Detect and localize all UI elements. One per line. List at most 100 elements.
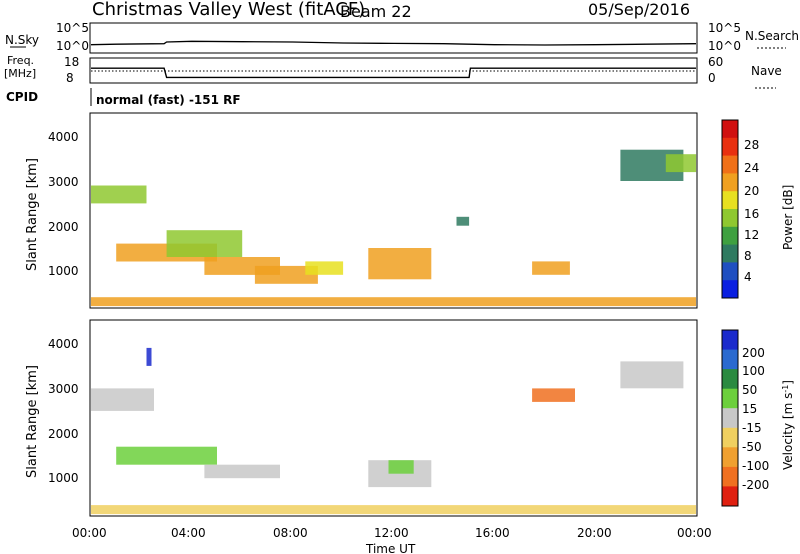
power-cbar-swatch-6 [722,226,738,246]
velocity-y-tick-2000: 2000 [48,427,79,441]
velocity-cell-2 [146,347,152,366]
velocity-cell-8 [91,505,696,515]
velocity-cbar-tick-15: 15 [742,402,757,416]
velocity-cbar-tick-neg50: -50 [742,440,762,454]
x-tick-1200: 12:00 [374,526,409,540]
power-cell-7 [456,216,470,226]
noise-panel-frame [89,22,698,54]
power-cell-4 [254,265,318,284]
power-cbar-tick-4: 4 [744,270,752,284]
velocity-cell-3 [204,464,280,479]
power-cbar-tick-20: 20 [744,184,759,198]
station-title: Christmas Valley West (fitACF) [92,0,365,20]
velocity-cbar-tick-neg15: -15 [742,421,762,435]
freq-label: Freq. [7,54,34,67]
velocity-cell-5 [388,460,414,474]
velocity-cbar-tick-200: 200 [742,346,765,360]
noise-right-tick-bottom: 10^0 [708,39,741,53]
velocity-cbar-tick-neg100: -100 [742,459,769,473]
velocity-cbar-title-sup: -1 [781,385,790,393]
noise-right-tick-top: 10^5 [708,21,741,35]
power-cell-10 [665,154,697,173]
velocity-cbar-swatch-8 [722,486,738,507]
date-label: 05/Sep/2016 [588,0,690,19]
power-cbar-swatch-7 [722,244,738,263]
velocity-cbar-swatch-4 [722,408,738,429]
noise-line [90,40,697,46]
velocity-y-tick-1000: 1000 [48,471,79,485]
velocity-cbar-title: Velocity [m s-1] [781,380,796,470]
velocity-cbar-swatch-0 [722,330,738,351]
power-cbar-swatch-2 [722,155,738,174]
power-cell-0 [91,185,147,204]
power-cell-8 [532,261,570,275]
velocity-colorbar-frame [721,329,739,507]
x-tick-2400: 00:00 [677,526,712,540]
nave-label: Nave [751,64,782,78]
power-y-tick-2000: 2000 [48,220,79,234]
power-cbar-tick-28: 28 [744,138,759,152]
power-y-tick-1000: 1000 [48,264,79,278]
velocity-cbar-swatch-3 [722,388,738,409]
power-cbar-title: Power [dB] [781,185,795,250]
noise-left-tick-bottom: 10^0 [56,39,89,53]
velocity-cbar-swatch-5 [722,427,738,448]
noise-left-label: N.Sky [5,33,39,47]
velocity-y-tick-4000: 4000 [48,337,79,351]
velocity-cbar-swatch-2 [722,369,738,390]
velocity-cbar-title-main: Velocity [m s [781,393,795,470]
power-cbar-tick-16: 16 [744,207,759,221]
velocity-cell-0 [91,388,154,411]
velocity-cell-7 [620,361,684,389]
x-axis-title: Time UT [365,542,416,554]
power-cbar-tick-8: 8 [744,249,752,263]
velocity-cbar-title-end: ] [781,380,795,385]
x-tick-1600: 16:00 [475,526,510,540]
power-cell-11 [91,297,696,307]
noise-left-tick-top: 10^5 [56,21,89,35]
power-y-tick-3000: 3000 [48,175,79,189]
velocity-cbar-tick-50: 50 [742,383,757,397]
power-heatmap [91,149,697,307]
velocity-y-tick-3000: 3000 [48,382,79,396]
power-cbar-swatch-0 [722,120,738,139]
velocity-cbar-swatch-6 [722,447,738,468]
frequency-line [91,67,696,79]
power-panel-frame [89,112,698,309]
nave-tick-bottom: 0 [708,71,716,85]
cpid-label: CPID [6,90,38,104]
power-y-title: Slant Range [km] [25,158,40,271]
power-cbar-tick-24: 24 [744,161,759,175]
velocity-cbar-tick-neg200: -200 [742,478,769,492]
power-cell-2 [166,230,243,257]
x-tick-0800: 08:00 [273,526,308,540]
velocity-colorbar [722,330,738,507]
velocity-cell-6 [532,388,575,402]
power-cbar-swatch-3 [722,173,738,192]
velocity-cbar-swatch-7 [722,466,738,487]
freq-panel-frame [89,57,698,84]
velocity-panel-frame [89,319,698,517]
power-cell-6 [368,248,432,280]
nave-tick-top: 60 [708,55,723,69]
freq-tick-bottom: 8 [66,71,74,85]
freq-tick-top: 18 [64,55,79,69]
velocity-cbar-swatch-1 [722,349,738,370]
velocity-y-title: Slant Range [km] [25,365,40,478]
power-cbar-swatch-9 [722,280,738,299]
power-cbar-swatch-5 [722,209,738,228]
power-y-tick-4000: 4000 [48,130,79,144]
x-tick-0400: 04:00 [171,526,206,540]
power-cbar-tick-12: 12 [744,228,759,242]
beam-label: Beam 22 [340,2,412,21]
velocity-cbar-tick-100: 100 [742,364,765,378]
power-cbar-swatch-1 [722,137,738,157]
freq-unit: [MHz] [4,67,36,80]
power-cbar-swatch-4 [722,191,738,210]
x-tick-0000: 00:00 [72,526,107,540]
power-colorbar-frame [721,119,739,299]
noise-right-label: N.Search [745,29,799,43]
cpid-text: normal (fast) -151 RF [96,93,241,107]
x-tick-2000: 20:00 [577,526,612,540]
